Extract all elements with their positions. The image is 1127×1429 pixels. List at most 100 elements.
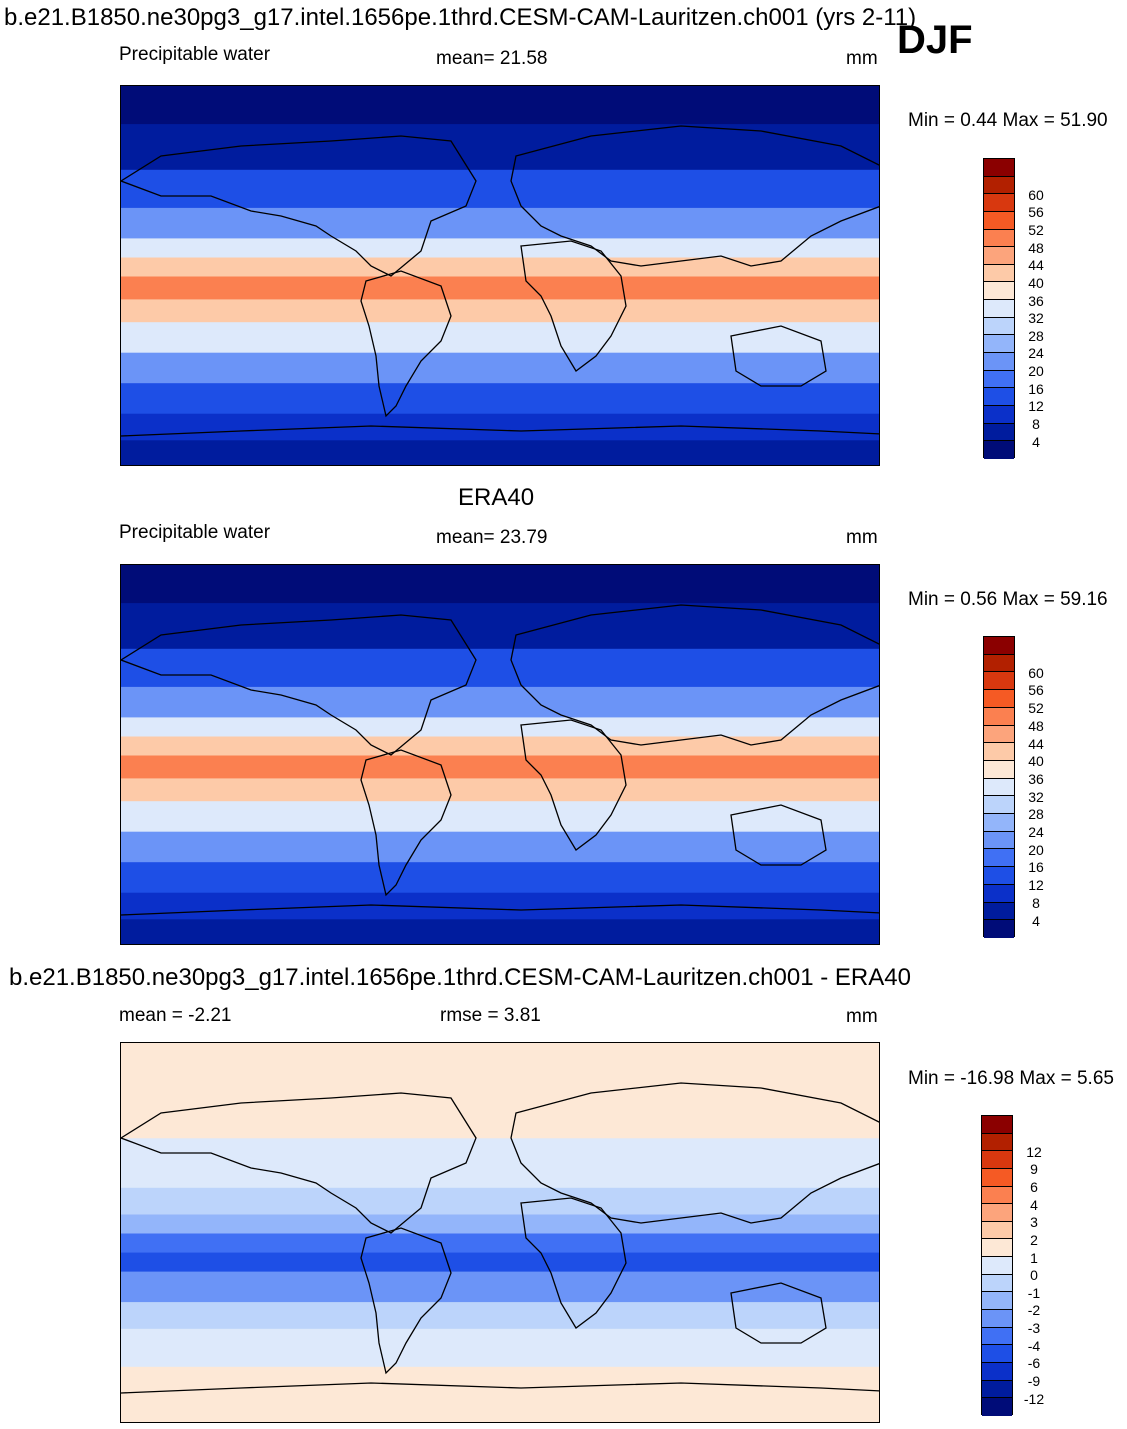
colorbar-swatch [982, 1133, 1012, 1152]
panel1-colorbar [983, 158, 1015, 459]
colorbar-tick-label: 4 [1030, 1196, 1038, 1213]
panel2-units-label: mm [846, 527, 878, 548]
colorbar-tick-label: 2 [1030, 1231, 1038, 1248]
colorbar-swatch [984, 902, 1014, 921]
colorbar-tick-label: -6 [1027, 1355, 1041, 1372]
colorbar-swatch [984, 796, 1014, 815]
colorbar-swatch [982, 1345, 1012, 1363]
colorbar-tick-label: -4 [1027, 1337, 1041, 1354]
colorbar-tick-label: -12 [1023, 1390, 1045, 1407]
colorbar-tick-label: 48 [1028, 717, 1044, 734]
map-field [121, 1043, 879, 1422]
panel2-map [120, 564, 880, 945]
panel2-minmax-label: Min = 0.56 Max = 59.16 [908, 589, 1108, 610]
colorbar-swatch [982, 1292, 1012, 1311]
colorbar-swatch [984, 725, 1014, 744]
colorbar-swatch [982, 1362, 1012, 1381]
colorbar-tick-label: 8 [1032, 416, 1040, 433]
colorbar-swatch [984, 814, 1014, 832]
colorbar-swatch [984, 247, 1014, 265]
panel3-map [120, 1042, 880, 1423]
colorbar-swatch [984, 353, 1014, 371]
colorbar-swatch [982, 1204, 1012, 1222]
colorbar-swatch [984, 264, 1014, 283]
panel3-rmse-label: rmse = 3.81 [440, 1005, 541, 1026]
colorbar-tick-label: 60 [1028, 664, 1044, 681]
colorbar-tick-label: 24 [1028, 824, 1044, 841]
colorbar-swatch [984, 867, 1014, 885]
colorbar-swatch [984, 388, 1014, 406]
colorbar-swatch [984, 760, 1014, 779]
panel1-units-label: mm [846, 48, 878, 69]
colorbar-tick-label: 8 [1032, 894, 1040, 911]
colorbar-swatch [984, 849, 1014, 868]
colorbar-tick-label: 40 [1028, 753, 1044, 770]
colorbar-swatch [984, 282, 1014, 301]
colorbar-tick-label: 16 [1028, 380, 1044, 397]
colorbar-tick-label: 40 [1028, 274, 1044, 291]
colorbar-tick-label: 56 [1028, 204, 1044, 221]
panel2-title: ERA40 [458, 484, 535, 511]
panel2-mean-label: mean= 23.79 [436, 527, 548, 548]
colorbar-swatch [982, 1398, 1012, 1416]
map-field [121, 86, 879, 465]
map-field [121, 565, 879, 944]
colorbar-swatch [982, 1257, 1012, 1275]
run-title: b.e21.B1850.ne30pg3_g17.intel.1656pe.1th… [4, 4, 917, 31]
colorbar-swatch [984, 637, 1014, 655]
colorbar-tick-label: 32 [1028, 310, 1044, 327]
colorbar-tick-label: 16 [1028, 859, 1044, 876]
panel1-minmax-label: Min = 0.44 Max = 51.90 [908, 110, 1108, 131]
colorbar-swatch [984, 317, 1014, 336]
colorbar-tick-label: 9 [1030, 1161, 1038, 1178]
panel3-title: b.e21.B1850.ne30pg3_g17.intel.1656pe.1th… [9, 964, 911, 991]
colorbar-swatch [982, 1168, 1012, 1187]
colorbar-tick-label: 52 [1028, 221, 1044, 238]
colorbar-tick-label: 36 [1028, 292, 1044, 309]
colorbar-swatch [984, 831, 1014, 850]
colorbar-tick-label: 60 [1028, 186, 1044, 203]
panel1-mean-label: mean= 21.58 [436, 48, 548, 69]
colorbar-swatch [982, 1274, 1012, 1293]
colorbar-swatch [984, 176, 1014, 195]
panel1-variable-label: Precipitable water [119, 44, 271, 65]
colorbar-tick-label: 28 [1028, 806, 1044, 823]
colorbar-tick-label: 12 [1026, 1143, 1042, 1160]
colorbar-swatch [984, 707, 1014, 726]
colorbar-swatch [982, 1310, 1012, 1328]
colorbar-tick-label: -3 [1027, 1320, 1041, 1337]
colorbar-swatch [982, 1239, 1012, 1258]
colorbar-tick-label: 12 [1028, 877, 1044, 894]
colorbar-tick-label: 48 [1028, 239, 1044, 256]
colorbar-tick-label: 52 [1028, 700, 1044, 717]
colorbar-tick-label: 32 [1028, 788, 1044, 805]
colorbar-tick-label: 0 [1030, 1267, 1038, 1284]
colorbar-swatch [982, 1380, 1012, 1399]
panel2-colorbar [983, 636, 1015, 938]
colorbar-swatch [984, 300, 1014, 318]
colorbar-swatch [984, 743, 1014, 761]
colorbar-swatch [984, 229, 1014, 248]
colorbar-tick-label: 1 [1030, 1249, 1038, 1266]
colorbar-swatch [984, 778, 1014, 797]
colorbar-tick-label: -1 [1027, 1284, 1041, 1301]
colorbar-tick-label: 20 [1028, 363, 1044, 380]
colorbar-tick-label: 4 [1032, 912, 1040, 929]
panel3-units-label: mm [846, 1006, 878, 1027]
colorbar-tick-label: 20 [1028, 841, 1044, 858]
colorbar-tick-label: -9 [1027, 1373, 1041, 1390]
colorbar-tick-label: 44 [1028, 735, 1044, 752]
colorbar-swatch [984, 441, 1014, 459]
colorbar-tick-label: 12 [1028, 398, 1044, 415]
colorbar-swatch [984, 159, 1014, 177]
season-label: DJF [897, 18, 973, 62]
colorbar-swatch [984, 884, 1014, 903]
colorbar-tick-label: 56 [1028, 682, 1044, 699]
colorbar-swatch [984, 654, 1014, 673]
colorbar-swatch [984, 920, 1014, 938]
colorbar-swatch [984, 405, 1014, 424]
colorbar-tick-label: -2 [1027, 1302, 1041, 1319]
colorbar-swatch [982, 1186, 1012, 1205]
colorbar-tick-label: 3 [1030, 1214, 1038, 1231]
colorbar-swatch [982, 1151, 1012, 1169]
